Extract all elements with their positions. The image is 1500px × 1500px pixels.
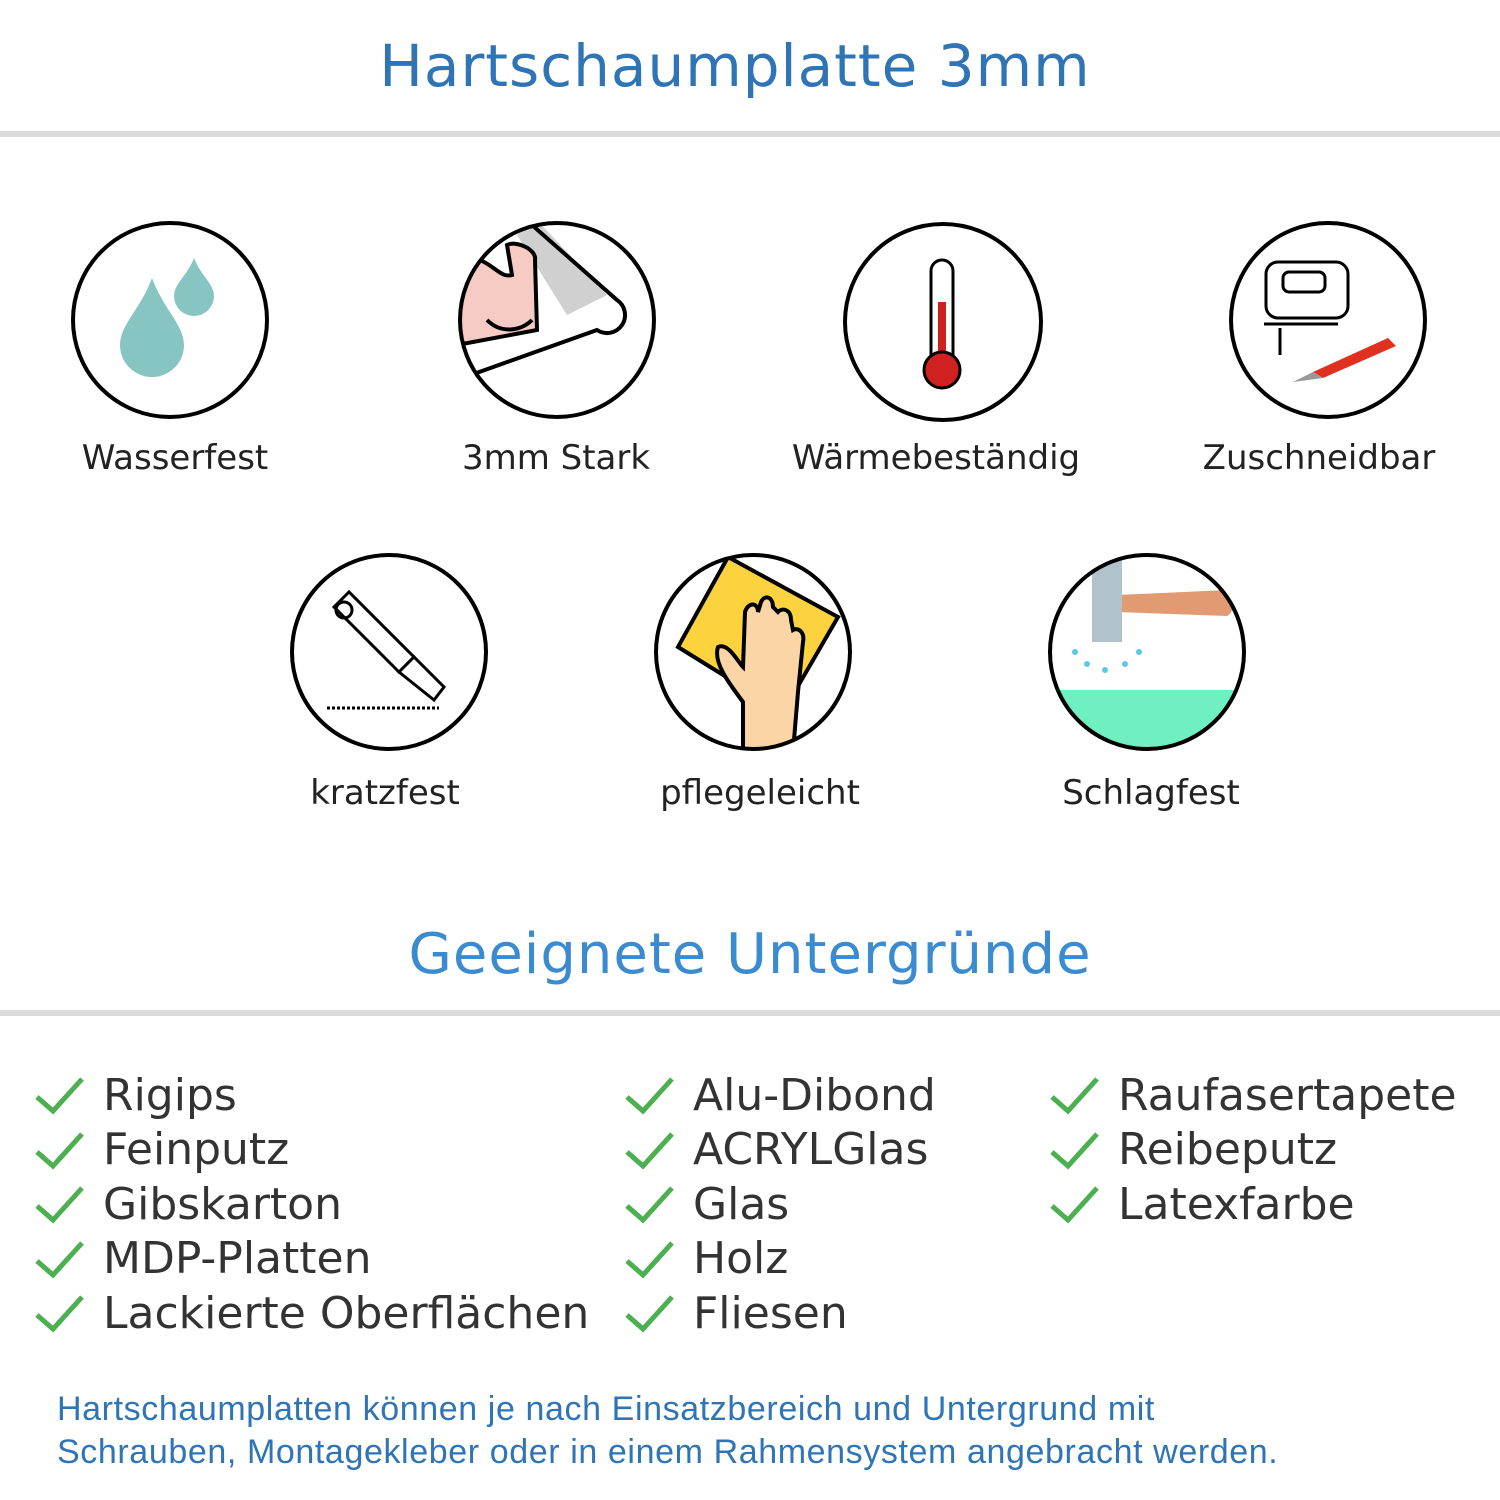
surface-list-1: Rigips Feinputz Gibskarton MDP-Platten Lacki… [35,1068,589,1341]
check-icon [625,1132,674,1170]
surface-item: Reibeputz [1050,1123,1457,1178]
check-icon [35,1132,84,1170]
surface-item: Alu-Dibond [625,1068,936,1123]
hammer-icon [1048,553,1246,751]
jigsaw-knife-icon [1229,221,1427,419]
footer-note: Hartschaumplatten können je nach Einsatz… [57,1388,1278,1474]
footer-line: Schrauben, Montagekleber oder in einem R… [57,1433,1279,1471]
surface-label: MDP-Platten [103,1233,372,1285]
surface-item: Rigips [35,1068,589,1123]
check-icon [625,1077,674,1115]
surface-label: Glas [693,1178,790,1230]
check-icon [1050,1186,1099,1224]
surface-item: MDP-Platten [35,1232,589,1287]
surface-label: Reibeputz [1118,1124,1338,1176]
surface-label: Latexfarbe [1118,1178,1355,1230]
feature-label: 3mm Stark [461,438,651,478]
divider [0,131,1500,137]
feature-label: pflegeleicht [660,773,860,813]
surface-label: Raufasertapete [1118,1069,1457,1121]
surface-label: Feinputz [103,1124,290,1176]
surface-item: Glas [625,1177,936,1232]
check-icon [35,1241,84,1279]
cutter-knife-icon [290,553,488,751]
check-icon [35,1295,84,1333]
feature-label: Wärmebeständig [791,438,1081,478]
feature-label: Zuschneidbar [1202,438,1436,478]
surface-label: Rigips [103,1069,237,1121]
thermometer-icon [843,222,1043,422]
page-title: Hartschaumplatte 3mm [379,32,1091,100]
surface-item: ACRYLGlas [625,1123,936,1178]
feature-label: kratzfest [310,773,460,813]
strong-arm-icon [458,221,656,419]
check-icon [35,1077,84,1115]
check-icon [1050,1132,1099,1170]
surface-label: Fliesen [693,1287,848,1339]
surface-list-3: Raufasertapete Reibeputz Latexfarbe [1050,1068,1457,1232]
check-icon [1050,1077,1099,1115]
surface-item: Feinputz [35,1123,589,1178]
divider [0,1010,1500,1016]
surface-label: ACRYLGlas [693,1124,929,1176]
surface-item: Fliesen [625,1286,936,1341]
surface-label: Lackierte Oberflächen [103,1287,590,1339]
surface-item: Lackierte Oberflächen [35,1286,589,1341]
surface-list-2: Alu-Dibond ACRYLGlas Glas Holz Fliesen [625,1068,936,1341]
footer-line: Hartschaumplatten können je nach Einsatz… [57,1390,1155,1428]
feature-label: Wasserfest [81,438,269,478]
surface-item: Holz [625,1232,936,1287]
surface-label: Gibskarton [103,1178,342,1230]
check-icon [625,1241,674,1279]
check-icon [625,1295,674,1333]
surface-label: Alu-Dibond [693,1069,936,1121]
surface-item: Gibskarton [35,1177,589,1232]
section-title: Geeignete Untergründe [408,922,1092,987]
surface-item: Raufasertapete [1050,1068,1457,1123]
feature-label: Schlagfest [1062,773,1240,813]
check-icon [625,1186,674,1224]
surface-item: Latexfarbe [1050,1177,1457,1232]
surface-label: Holz [693,1233,789,1285]
check-icon [35,1186,84,1224]
water-drops-icon [71,221,269,419]
cleaning-hand-icon [654,553,852,751]
